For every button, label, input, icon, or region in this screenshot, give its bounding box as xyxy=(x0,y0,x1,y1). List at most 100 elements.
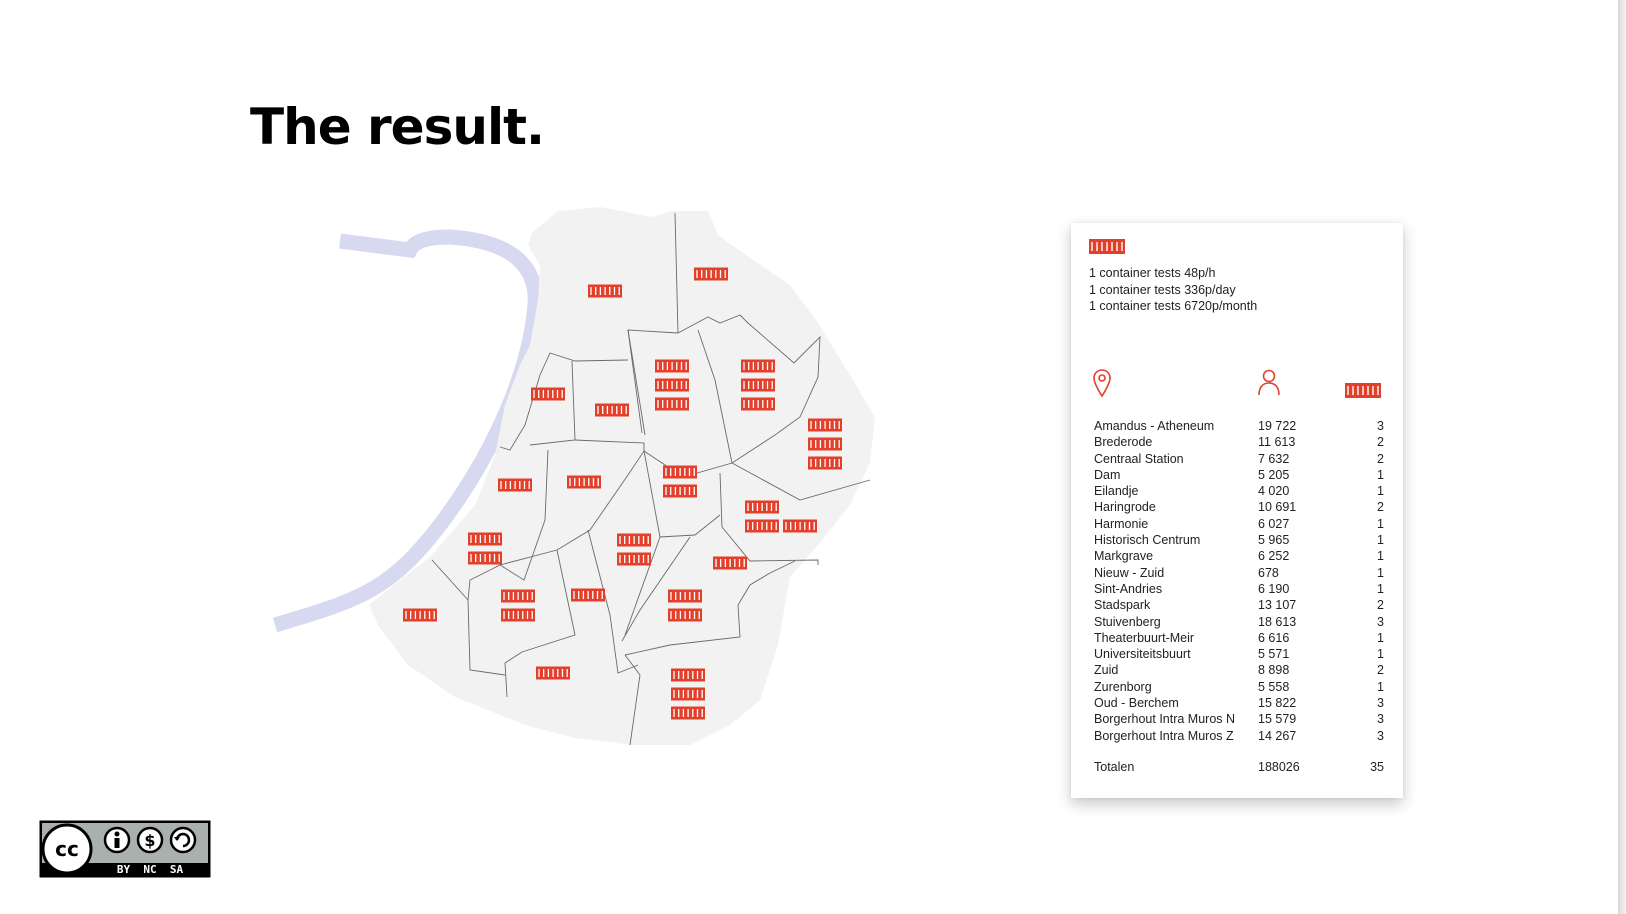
table-row: Historisch Centrum 5 965 1 xyxy=(1094,532,1384,548)
district-name: Dam xyxy=(1094,467,1121,482)
person-icon xyxy=(1258,369,1280,396)
district-name: Historisch Centrum xyxy=(1094,533,1201,548)
container-icon xyxy=(1345,383,1381,398)
table-row: Stuivenberg 18 613 3 xyxy=(1094,614,1384,630)
legend-notes: 1 container tests 48p/h 1 container test… xyxy=(1089,265,1257,315)
container-icon xyxy=(655,397,689,411)
district-borders xyxy=(431,212,871,746)
legend-note: 1 container tests 6720p/month xyxy=(1089,299,1258,313)
district-name: Amandus - Atheneum xyxy=(1094,419,1215,433)
container-count: 3 xyxy=(1377,419,1384,433)
total-containers: 35 xyxy=(1370,759,1384,774)
district-name: Borgerhout Intra Muros Z xyxy=(1094,728,1234,743)
total-row: Totalen 188026 35 xyxy=(1094,759,1384,775)
table-row: Sint-Andries 6 190 1 xyxy=(1094,581,1384,597)
container-count: 1 xyxy=(1377,581,1384,596)
creative-commons-by-nc-sa-icon: cc $ BY NC SA xyxy=(39,820,211,878)
table-row: Amandus - Atheneum 19 722 3 xyxy=(1094,418,1384,434)
container-count: 1 xyxy=(1377,516,1384,531)
population-value: 14 267 xyxy=(1258,728,1297,743)
container-icon xyxy=(617,533,651,547)
container-icon xyxy=(468,532,502,546)
container-icon xyxy=(567,475,601,489)
container-icon xyxy=(498,478,532,492)
district-map xyxy=(272,207,875,746)
district-name: Stadspark xyxy=(1094,598,1151,613)
container-icon xyxy=(536,666,570,680)
container-icon xyxy=(655,378,689,392)
location-pin-icon xyxy=(1093,369,1111,398)
population-value: 18 613 xyxy=(1258,614,1297,629)
district-table: Amandus - Atheneum 19 722 3 Brederode 11 613… xyxy=(1094,418,1384,775)
population-value: 8 898 xyxy=(1258,663,1290,678)
container-icon xyxy=(531,387,565,401)
container-icon xyxy=(741,359,775,373)
container-icon xyxy=(468,551,502,565)
district-name: Universiteitsbuurt xyxy=(1094,647,1191,662)
table-row: Eilandje 4 020 1 xyxy=(1094,483,1384,499)
district-name: Centraal Station xyxy=(1094,451,1184,466)
table-row: Borgerhout Intra Muros N 15 579 3 xyxy=(1094,711,1384,727)
city-outline xyxy=(369,207,875,745)
total-population: 188026 xyxy=(1258,759,1300,774)
table-row: Dam 5 205 1 xyxy=(1094,467,1384,483)
container-icon xyxy=(655,359,689,373)
table-row: Harmonie 6 027 1 xyxy=(1094,516,1384,532)
district-name: Nieuw - Zuid xyxy=(1094,565,1165,580)
container-icon xyxy=(741,397,775,411)
legend-note: 1 container tests 48p/h xyxy=(1089,266,1216,280)
map-container-icons xyxy=(403,267,842,720)
svg-text:$: $ xyxy=(144,831,155,850)
container-icon xyxy=(501,608,535,622)
container-icon xyxy=(671,668,705,682)
population-value: 19 722 xyxy=(1258,419,1297,433)
table-row: Zuid 8 898 2 xyxy=(1094,662,1384,678)
district-name: Harmonie xyxy=(1094,516,1149,531)
container-icon xyxy=(671,706,705,720)
container-count: 3 xyxy=(1377,728,1384,743)
container-icon xyxy=(403,608,437,622)
container-icon xyxy=(663,484,697,498)
population-value: 15 579 xyxy=(1258,712,1297,727)
container-icon xyxy=(808,418,842,432)
container-count: 2 xyxy=(1377,451,1384,466)
population-value: 6 027 xyxy=(1258,516,1290,531)
population-value: 5 205 xyxy=(1258,467,1290,482)
population-value: 13 107 xyxy=(1258,598,1297,613)
population-value: 10 691 xyxy=(1258,500,1297,515)
container-count: 1 xyxy=(1377,467,1384,482)
container-count: 1 xyxy=(1377,484,1384,499)
table-row: Brederode 11 613 2 xyxy=(1094,434,1384,450)
population-value: 5 558 xyxy=(1258,679,1290,694)
table-row: Haringrode 10 691 2 xyxy=(1094,499,1384,515)
table-row: Nieuw - Zuid 678 1 xyxy=(1094,565,1384,581)
district-name: Zuid xyxy=(1094,663,1119,678)
table-row: Oud - Berchem 15 822 3 xyxy=(1094,695,1384,711)
container-count: 1 xyxy=(1377,565,1384,580)
table-row: Centraal Station 7 632 2 xyxy=(1094,451,1384,467)
page-title: The result. xyxy=(250,98,545,156)
container-icon xyxy=(741,378,775,392)
container-count: 3 xyxy=(1377,614,1384,629)
district-name: Haringrode xyxy=(1094,500,1156,515)
container-icon xyxy=(501,589,535,603)
container-icon xyxy=(671,687,705,701)
results-card: 1 container tests 48p/h 1 container test… xyxy=(1071,223,1403,798)
container-icon xyxy=(783,519,817,533)
container-icon xyxy=(808,437,842,451)
container-count: 1 xyxy=(1377,679,1384,694)
district-name: Zurenborg xyxy=(1094,679,1152,694)
district-name: Borgerhout Intra Muros N xyxy=(1094,712,1236,727)
container-count: 2 xyxy=(1377,598,1384,613)
container-icon xyxy=(808,456,842,470)
population-value: 6 252 xyxy=(1258,549,1290,564)
population-value: 6 616 xyxy=(1258,630,1290,645)
district-name: Oud - Berchem xyxy=(1094,696,1179,711)
population-value: 11 613 xyxy=(1258,435,1296,450)
container-icon xyxy=(745,500,779,514)
district-name: Eilandje xyxy=(1094,484,1139,499)
container-count: 2 xyxy=(1377,435,1384,450)
population-value: 4 020 xyxy=(1258,484,1290,499)
district-name: Theaterbuurt-Meir xyxy=(1094,630,1195,645)
population-value: 6 190 xyxy=(1258,581,1290,596)
